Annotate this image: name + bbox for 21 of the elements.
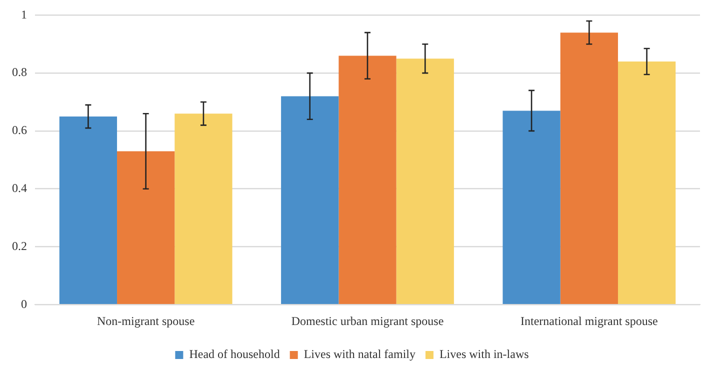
- x-tick-label: International migrant spouse: [520, 314, 658, 328]
- legend-label: Lives with in-laws: [439, 347, 530, 362]
- bar: [117, 151, 175, 304]
- bar: [281, 96, 339, 304]
- y-tick-label: 0.4: [12, 180, 27, 195]
- bar: [560, 32, 618, 304]
- y-tick-label: 0.2: [12, 238, 27, 253]
- bar: [502, 110, 560, 304]
- y-tick-label: 0: [21, 296, 27, 311]
- y-tick-label: 0.6: [12, 123, 27, 138]
- legend-label: Lives with natal family: [304, 347, 416, 362]
- x-tick-label: Domestic urban migrant spouse: [291, 314, 444, 328]
- bar: [618, 62, 676, 304]
- bar: [396, 58, 454, 304]
- legend-label: Head of household: [189, 347, 280, 362]
- y-tick-label: 1: [21, 7, 27, 22]
- bar: [174, 114, 232, 304]
- x-tick-label: Non-migrant spouse: [97, 314, 195, 328]
- bar: [338, 56, 396, 304]
- y-tick-label: 0.8: [12, 65, 27, 80]
- bar: [59, 116, 118, 304]
